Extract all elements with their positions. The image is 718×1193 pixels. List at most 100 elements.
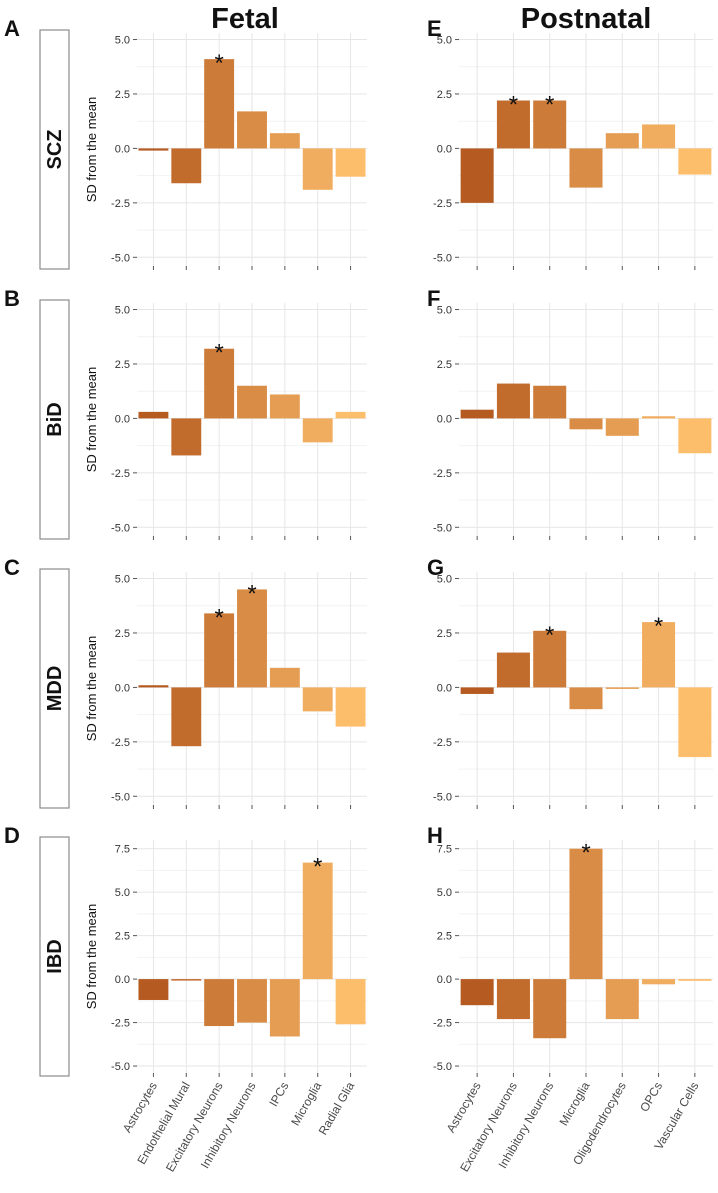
panel-c: C * * 5.0 2.5 0.0 -2.5 -5.0 SD from the mean (4, 555, 367, 809)
y-tick-label: 5.0 (437, 35, 452, 47)
y-tick-label: -2.5 (433, 468, 452, 480)
bar-astrocytes (138, 148, 169, 151)
bar-endothelial-mural (171, 418, 202, 456)
panel-h: H*7.55.02.50.0-2.5-5.0AstrocytesExcitato… (427, 823, 713, 1174)
significance-star: * (545, 622, 554, 649)
bar-endothelial-mural (171, 148, 202, 184)
y-tick-label: -2.5 (433, 198, 452, 210)
y-tick-label: 0.0 (437, 143, 452, 155)
significance-star: * (214, 50, 223, 77)
y-tick-label: -2.5 (111, 468, 130, 480)
y-tick-label: 5.0 (115, 887, 130, 899)
y-tick-label: -5.0 (111, 1061, 130, 1073)
y-tick-label: 2.5 (437, 628, 452, 640)
column-title-fetal: Fetal (211, 3, 279, 35)
panel-e: E * * 5.0 2.5 0.0 -2.5 -5.0 (427, 16, 713, 270)
bar-astrocytes (138, 979, 169, 1000)
panel-letter-d: D (4, 823, 20, 848)
y-axis-label: SD from the mean (84, 904, 99, 1010)
bar-excitatory-neurons (204, 979, 235, 1027)
bar-ipcs (269, 133, 300, 149)
significance-star: * (509, 92, 518, 119)
y-tick-label: 2.5 (115, 628, 130, 640)
row-label-box-bid (39, 299, 70, 540)
bar-excitatory-neurons (496, 383, 530, 419)
bar-excitatory-neurons (204, 348, 235, 419)
bar-microglia (302, 687, 333, 712)
significance-star: * (581, 840, 590, 867)
bar-excitatory-neurons (204, 59, 235, 149)
y-tick-label: 2.5 (115, 931, 130, 943)
row-label-scz: SCZ (44, 130, 66, 170)
y-tick-label: 2.5 (115, 359, 130, 371)
y-tick-label: -5.0 (433, 522, 452, 534)
panel-a: A * 5.0 2.5 0.0 -2.5 -5.0 SD from the mean (4, 16, 367, 270)
y-tick-label: -5.0 (111, 252, 130, 264)
bar-inhibitory-neurons (533, 979, 567, 1039)
bar-excitatory-neurons (204, 613, 235, 688)
bar-opcs (642, 124, 676, 149)
panel-f: F5.0 2.5 0.0 -2.5 -5.0 (427, 286, 713, 540)
bar-ipcs (269, 979, 300, 1037)
x-tick-label: Microglia (556, 1079, 592, 1128)
bar-inhibitory-neurons (533, 100, 567, 149)
y-tick-label: 0.0 (115, 974, 130, 986)
panel-letter-c: C (4, 555, 20, 580)
x-tick-label: OPCs (637, 1080, 665, 1115)
row-label-mdd: MDD (44, 666, 66, 712)
bar-opcs (642, 979, 676, 985)
plot-layer: SCZ BiD MDD IBD A * 5.0 2.5 0.0 -2.5 -5.0 SD from t… (4, 16, 713, 1174)
column-title-postnatal: Postnatal (521, 3, 652, 35)
significance-star: * (545, 92, 554, 119)
y-tick-label: 5.0 (115, 574, 130, 586)
y-tick-label: 0.0 (115, 413, 130, 425)
significance-star: * (247, 580, 256, 607)
y-tick-label: 5.0 (115, 305, 130, 317)
bar-astrocytes (460, 687, 494, 694)
bar-vascular-cells (678, 418, 712, 454)
panel-letter-b: B (4, 286, 20, 311)
y-tick-label: 7.5 (437, 844, 452, 856)
bar-microglia (302, 418, 333, 443)
y-tick-label: 5.0 (437, 887, 452, 899)
bar-vascular-cells (678, 687, 712, 758)
bar-radial-glia (335, 979, 366, 1025)
bar-radial-glia (335, 687, 366, 727)
bar-astrocytes (460, 409, 494, 419)
bar-radial-glia (335, 411, 366, 419)
y-axis-label: SD from the mean (84, 97, 99, 203)
bar-microglia (569, 848, 603, 980)
bar-astrocytes (138, 685, 169, 688)
significance-star: * (214, 604, 223, 631)
y-tick-label: 0.0 (437, 682, 452, 694)
y-tick-label: 5.0 (437, 574, 452, 586)
row-label-ibd: IBD (44, 939, 66, 973)
panel-letter-g: G (427, 555, 444, 580)
significance-star: * (654, 613, 663, 640)
y-tick-label: -5.0 (111, 791, 130, 803)
y-tick-label: -2.5 (111, 1018, 130, 1030)
bar-ipcs (269, 394, 300, 419)
bar-oligodendrocytes (605, 133, 639, 149)
bar-oligodendrocytes (605, 418, 639, 436)
y-tick-label: 5.0 (437, 305, 452, 317)
x-tick-label: Astrocytes (444, 1080, 484, 1136)
bar-radial-glia (335, 148, 366, 177)
y-tick-label: 0.0 (437, 413, 452, 425)
row-label-box-mdd (39, 568, 70, 809)
bar-vascular-cells (678, 148, 712, 175)
y-tick-label: -2.5 (433, 737, 452, 749)
bar-microglia (302, 148, 333, 190)
x-tick-label: Microglia (288, 1079, 324, 1128)
significance-star: * (313, 854, 322, 881)
bar-ipcs (269, 667, 300, 688)
bar-astrocytes (138, 411, 169, 419)
y-tick-label: -5.0 (433, 1061, 452, 1073)
bar-microglia (302, 862, 333, 980)
y-tick-label: 7.5 (115, 844, 130, 856)
y-tick-label: -5.0 (433, 252, 452, 264)
panel-letter-e: E (427, 16, 442, 41)
y-tick-label: 0.0 (437, 974, 452, 986)
y-tick-label: -2.5 (111, 198, 130, 210)
